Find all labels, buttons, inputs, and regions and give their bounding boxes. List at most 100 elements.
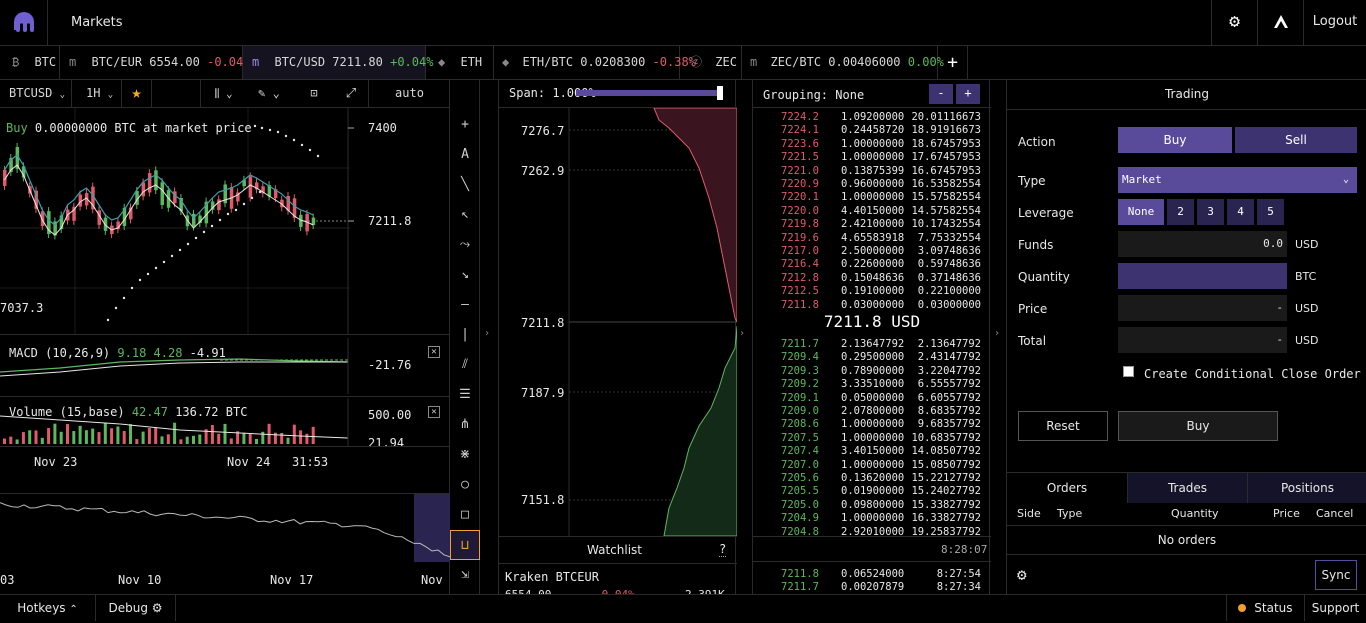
trade-row[interactable]: 7211.8 0.06524000 8:27:54 bbox=[753, 568, 991, 581]
tab-trades[interactable]: Trades bbox=[1127, 473, 1247, 503]
bid-row[interactable]: 7211.7 2.13647792 2.13647792 bbox=[753, 338, 991, 351]
rectangle-tool-icon[interactable]: □ bbox=[461, 507, 469, 522]
span-slider-handle[interactable] bbox=[717, 86, 723, 100]
draw-pen-icon[interactable]: ✎ ⌄ bbox=[258, 86, 280, 100]
circle-tool-icon[interactable]: ○ bbox=[461, 477, 469, 492]
reset-button[interactable]: Reset bbox=[1018, 411, 1108, 441]
buy-toggle-button[interactable]: Buy bbox=[1118, 127, 1232, 153]
measure-tool-icon[interactable]: ⊔ bbox=[450, 530, 480, 560]
price-chart[interactable] bbox=[0, 108, 450, 334]
curve-tool-icon[interactable]: ⤳ bbox=[459, 237, 471, 252]
submit-buy-button[interactable]: Buy bbox=[1118, 411, 1278, 441]
watchlist-item[interactable]: Kraken BTCEUR bbox=[505, 570, 599, 584]
orders-settings-gear-icon[interactable]: ⚙ bbox=[1017, 565, 1027, 584]
bid-row[interactable]: 7207.0 1.00000000 15.08507792 bbox=[753, 459, 991, 472]
collapse-middle-icon[interactable]: › bbox=[739, 328, 746, 339]
leverage-option[interactable]: 5 bbox=[1257, 199, 1284, 225]
move-tool-icon[interactable]: ⇲ bbox=[461, 567, 469, 582]
gann-tool-icon[interactable]: ⋇ bbox=[459, 447, 471, 462]
ask-row[interactable]: 7219.8 2.42100000 10.17432554 bbox=[753, 218, 991, 231]
price-field[interactable]: - bbox=[1118, 295, 1287, 321]
ask-row[interactable]: 7211.8 0.03000000 0.03000000 bbox=[753, 299, 991, 312]
arrow-tool-icon[interactable]: ↘ bbox=[461, 267, 469, 282]
ticker-eth[interactable]: ◆ ETH bbox=[426, 46, 494, 79]
chart-type-icon[interactable]: ⫼ ⌄ bbox=[200, 80, 246, 108]
favorite-star-icon[interactable]: ★ bbox=[122, 80, 152, 108]
overview-chart[interactable] bbox=[0, 494, 450, 566]
page-title[interactable]: Markets bbox=[71, 15, 123, 30]
tab-positions[interactable]: Positions bbox=[1247, 473, 1366, 503]
ticker-btc[interactable]: ₿ BTC bbox=[0, 46, 60, 79]
bid-row[interactable]: 7209.2 3.33510000 6.55557792 bbox=[753, 378, 991, 391]
quantity-input[interactable] bbox=[1118, 263, 1287, 289]
line-tool-icon[interactable]: ╲ bbox=[461, 177, 469, 192]
fullscreen-icon[interactable]: ⤢ bbox=[345, 86, 357, 101]
indicator-icon[interactable]: ⊡ bbox=[310, 86, 318, 100]
ask-row[interactable]: 7212.5 0.19100000 0.22100000 bbox=[753, 285, 991, 298]
logo[interactable] bbox=[0, 0, 48, 46]
debug-button[interactable]: Debug ⚙ bbox=[96, 595, 176, 621]
ticker-eth-btc[interactable]: ◆ ETH/BTC 0.0208300 -0.38% bbox=[494, 46, 696, 79]
ask-row[interactable]: 7220.0 4.40150000 14.57582554 bbox=[753, 205, 991, 218]
text-tool-icon[interactable]: A bbox=[461, 147, 469, 162]
bid-row[interactable]: 7209.3 0.78900000 3.22047792 bbox=[753, 365, 991, 378]
bid-row[interactable]: 7209.0 2.07800000 8.68357792 bbox=[753, 405, 991, 418]
ask-row[interactable]: 7220.9 0.96000000 16.53582554 bbox=[753, 178, 991, 191]
leverage-option[interactable]: 4 bbox=[1227, 199, 1254, 225]
ticker-btc-usd-active[interactable]: m BTC/USD 7211.80 +0.04% bbox=[243, 46, 433, 79]
ticker-zec[interactable]: ⓩ ZEC bbox=[680, 46, 742, 79]
ask-row[interactable]: 7224.2 1.09200000 20.01116673 bbox=[753, 111, 991, 124]
collapse-left-icon[interactable]: › bbox=[484, 328, 491, 339]
support-button[interactable]: Support bbox=[1304, 595, 1366, 621]
bid-row[interactable]: 7205.5 0.01900000 15.24027792 bbox=[753, 485, 991, 498]
conditional-close-checkbox[interactable] bbox=[1123, 366, 1134, 377]
bid-row[interactable]: 7207.4 3.40150000 14.08507792 bbox=[753, 445, 991, 458]
bid-row[interactable]: 7204.8 2.92010000 19.25837792 bbox=[753, 526, 991, 539]
leverage-option[interactable]: None bbox=[1118, 199, 1164, 225]
symbol-select[interactable]: BTCUSD ⌄ bbox=[0, 80, 72, 108]
horizontal-line-icon[interactable]: — bbox=[461, 297, 469, 312]
ask-row[interactable]: 7217.0 2.50000000 3.09748636 bbox=[753, 245, 991, 258]
order-type-select[interactable]: Market ⌄ bbox=[1118, 167, 1357, 193]
hotkeys-button[interactable]: Hotkeys ⌃ bbox=[0, 595, 96, 621]
ask-row[interactable]: 7224.1 0.24458720 18.91916673 bbox=[753, 124, 991, 137]
leverage-option[interactable]: 2 bbox=[1167, 199, 1194, 225]
settings-gear-icon[interactable]: ⚙ bbox=[1211, 0, 1257, 46]
grouping-decrease-button[interactable]: - bbox=[929, 84, 953, 104]
close-macd-icon[interactable]: ✕ bbox=[428, 346, 440, 358]
bid-row[interactable]: 7205.0 0.09800000 15.33827792 bbox=[753, 499, 991, 512]
ask-row[interactable]: 7216.4 0.22600000 0.59748636 bbox=[753, 258, 991, 271]
pitchfork-icon[interactable]: ⋔ bbox=[459, 417, 471, 432]
ask-row[interactable]: 7221.5 1.00000000 17.67457953 bbox=[753, 151, 991, 164]
trade-row[interactable]: 7211.7 0.00207879 8:27:34 bbox=[753, 581, 991, 594]
sync-button[interactable]: Sync bbox=[1315, 560, 1357, 590]
interval-select[interactable]: 1H ⌄ bbox=[72, 80, 122, 108]
status-button[interactable]: Status bbox=[1226, 595, 1304, 621]
notifications-icon[interactable] bbox=[1257, 0, 1303, 46]
ticker-zec-btc[interactable]: m ZEC/BTC 0.00406000 0.00% bbox=[742, 46, 944, 79]
logout-button[interactable]: Logout bbox=[1303, 0, 1366, 46]
ticker-btc-eur[interactable]: m BTC/EUR 6554.00 -0.04% bbox=[60, 46, 250, 79]
ask-row[interactable]: 7212.8 0.15048636 0.37148636 bbox=[753, 272, 991, 285]
ask-row[interactable]: 7221.0 0.13875399 16.67457953 bbox=[753, 165, 991, 178]
ask-row[interactable]: 7220.1 1.00000000 15.57582554 bbox=[753, 191, 991, 204]
watchlist-help-icon[interactable]: ? bbox=[719, 542, 727, 557]
bid-row[interactable]: 7207.5 1.00000000 10.68357792 bbox=[753, 432, 991, 445]
ask-row[interactable]: 7219.6 4.65583918 7.75332554 bbox=[753, 232, 991, 245]
depth-chart[interactable] bbox=[499, 108, 737, 536]
add-ticker-plus-icon[interactable]: + bbox=[938, 46, 968, 79]
bid-row[interactable]: 7205.6 0.13620000 15.22127792 bbox=[753, 472, 991, 485]
bid-row[interactable]: 7208.6 1.00000000 9.68357792 bbox=[753, 418, 991, 431]
tab-orders[interactable]: Orders bbox=[1007, 473, 1127, 503]
bid-row[interactable]: 7204.9 1.00000000 16.33827792 bbox=[753, 512, 991, 525]
fib-tool-icon[interactable]: ☰ bbox=[459, 387, 471, 402]
crosshair-icon[interactable]: + bbox=[461, 117, 469, 132]
ray-tool-icon[interactable]: ↖ bbox=[461, 207, 469, 222]
grouping-increase-button[interactable]: + bbox=[956, 84, 980, 104]
leverage-option[interactable]: 3 bbox=[1197, 199, 1224, 225]
close-volume-icon[interactable]: ✕ bbox=[428, 406, 440, 418]
bid-row[interactable]: 7209.1 0.05000000 6.60557792 bbox=[753, 392, 991, 405]
bid-row[interactable]: 7209.4 0.29500000 2.43147792 bbox=[753, 351, 991, 364]
span-slider[interactable] bbox=[576, 90, 722, 96]
channel-tool-icon[interactable]: ⫽ bbox=[462, 357, 468, 372]
